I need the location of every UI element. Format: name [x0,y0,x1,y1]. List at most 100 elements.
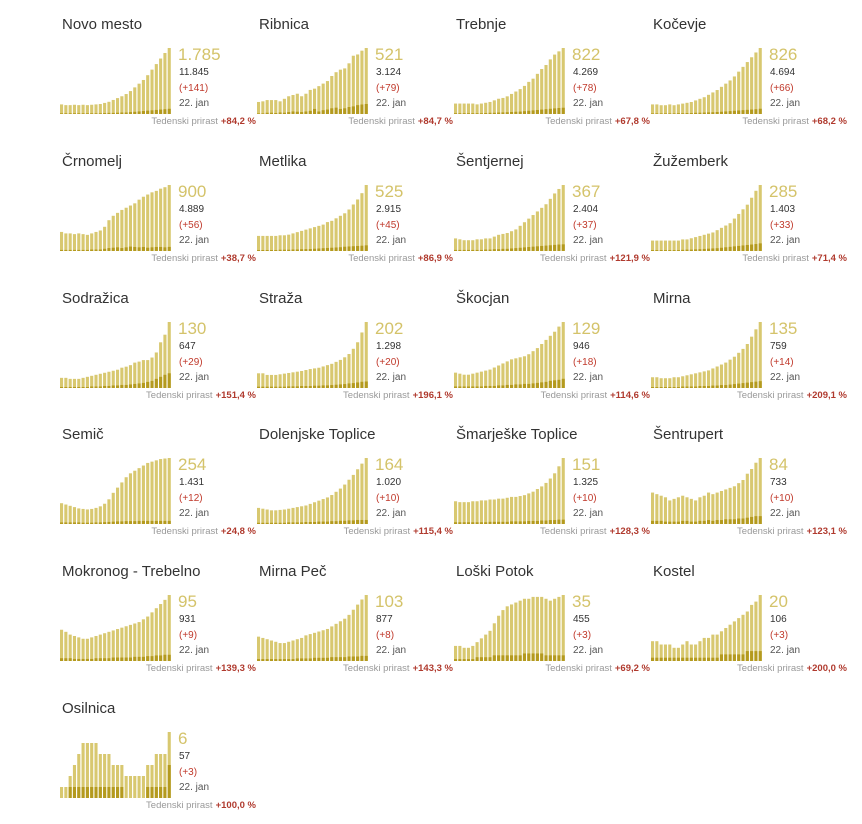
bar [728,624,732,661]
bar-daily [124,521,128,524]
bar-daily [466,522,471,524]
bar-daily [338,384,342,388]
bar-daily [313,248,317,251]
bar-daily [274,659,278,661]
bar-daily [141,111,145,114]
bar [325,628,330,661]
bar [287,96,291,114]
bar-daily [505,655,509,661]
bar-daily [548,655,552,661]
bar-daily [672,657,676,661]
bar-daily [492,249,496,251]
bar-daily [72,522,77,524]
bar [719,491,724,524]
bar-daily [154,787,158,798]
bar-daily [94,113,98,114]
bar [304,93,308,114]
bar [668,644,672,661]
bar-daily [707,657,711,661]
bar-daily [663,250,668,251]
bar [124,207,128,251]
bar-daily [81,522,85,524]
bar [141,776,145,798]
bar [462,240,466,251]
bar [167,322,171,388]
bar [719,631,724,661]
bar-daily [265,522,269,524]
date-label: 22. jan [376,508,407,519]
bar [758,322,762,388]
bar [278,643,282,661]
bar [518,357,522,388]
total-value: 1.020 [376,477,402,488]
bar-daily [141,520,145,524]
bar [561,322,565,388]
bar-daily [300,112,304,114]
bar-daily [94,522,98,524]
bar-daily [510,111,514,114]
bar [287,234,291,251]
bar-daily [257,522,261,524]
bar-daily [325,109,330,114]
bar-daily [85,113,89,114]
bar [334,218,338,251]
bar [347,63,351,114]
bar [501,610,505,661]
bar [685,102,689,114]
bar-daily [295,249,299,251]
bar-daily [544,245,548,251]
bar-daily [150,247,154,251]
bar [77,378,81,388]
bar-daily [462,659,466,661]
bar [351,55,355,114]
total-value: 647 [179,341,196,352]
bar-daily [754,381,758,388]
bar [60,503,64,524]
bar-daily [484,657,488,661]
bar [133,623,137,661]
bar [711,368,715,388]
bar [269,235,274,251]
bar [347,614,351,661]
bar [282,98,286,114]
bar [479,638,483,661]
bar-daily [561,655,565,661]
bar [724,83,728,114]
bar-daily [163,247,167,251]
growth-value: +86,9 % [417,253,453,264]
growth-value: +123,1 % [806,526,847,537]
bar [694,100,698,114]
bar-daily [758,516,762,524]
bar [475,501,479,524]
growth-value: +84,2 % [220,116,256,127]
total-value: 4.889 [179,204,205,215]
bar [518,225,522,251]
bar [85,105,89,114]
bar [548,478,552,524]
bar [728,359,732,388]
current-value: 285 [769,182,798,201]
bar [535,73,539,114]
bar [278,235,282,251]
bar-daily [501,248,505,251]
bar [300,506,304,524]
bar-daily [471,386,475,388]
bar-daily [64,386,68,388]
bar [167,185,171,251]
bar-daily [758,651,762,661]
bar-daily [146,656,150,661]
bar [522,222,527,251]
bar [454,645,458,661]
growth-value: +114,6 % [610,390,650,401]
bar [663,644,668,661]
bar-daily [510,655,514,661]
bar-daily [475,386,479,388]
bar [116,629,120,661]
bar-daily [98,249,102,251]
bar [737,213,741,251]
bar-daily [103,385,107,388]
growth-value: +115,4 % [413,526,453,537]
chart-title: Dolenjske Toplice [259,426,376,443]
bar [531,351,535,388]
total-value: 1.298 [376,341,402,352]
